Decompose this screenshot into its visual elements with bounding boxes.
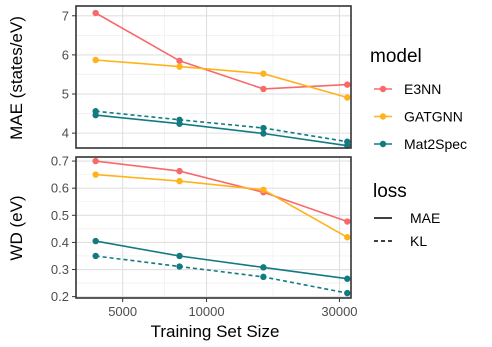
gatgnn-mae-point [176, 63, 183, 70]
y-tick-label: 0.7 [51, 154, 69, 169]
y-tick-label: 0.6 [51, 181, 69, 196]
x-tick-label: 30000 [321, 304, 357, 319]
panel-border [75, 5, 352, 149]
e3nn-mae-line [95, 160, 348, 223]
e3nn-mae-line [95, 12, 348, 90]
legend-label: KL [410, 233, 427, 249]
e3nn-mae-point [260, 85, 267, 93]
model-legend: model E3NN GATGNN Mat2Spec [370, 46, 467, 152]
y-tick-label: 6 [62, 47, 69, 62]
legend-label: GATGNN [404, 109, 463, 125]
gatgnn-mae-point [260, 70, 267, 77]
e3nn-mae-point [344, 81, 351, 88]
legend-title-model: model [370, 46, 422, 67]
mat2spec-kl-point [260, 124, 267, 132]
gatgnn-mae-line [95, 59, 348, 99]
gatgnn-mae-point [92, 56, 99, 64]
e3nn-mae-point [344, 218, 351, 225]
gatgnn-mae-point [92, 171, 99, 178]
gatgnn-mae-line [95, 173, 348, 238]
legend-key-point [379, 113, 387, 120]
mat2spec-kl-point [344, 138, 351, 145]
mat2spec-mae-point [176, 252, 183, 260]
y-tick-label: 0.3 [51, 262, 69, 277]
y-tick-label: 7 [62, 8, 69, 23]
gatgnn-mae-point [176, 177, 183, 185]
y-axis-label-wd: WD (eV) [7, 195, 26, 260]
legend-label: E3NN [404, 81, 441, 97]
x-axis-label: Training Set Size [151, 322, 280, 341]
y-tick-label: 5 [62, 87, 69, 102]
legend-key-point [379, 140, 387, 148]
e3nn-mae-point [176, 167, 183, 175]
panel-border [75, 156, 352, 299]
mat2spec-kl-point [176, 263, 183, 270]
mae-panel: 4 5 6 7 [62, 5, 352, 149]
e3nn-mae-point [92, 157, 99, 165]
x-tick-label: 10000 [188, 304, 224, 319]
e3nn-mae-point [176, 57, 183, 64]
y-tick-label: 0.2 [51, 289, 69, 304]
mat2spec-kl-point [344, 289, 351, 297]
mat2spec-mae-point [344, 275, 351, 282]
mat2spec-mae-point [92, 237, 99, 245]
mat2spec-kl-point [176, 116, 183, 124]
x-tick-label: 5000 [108, 304, 137, 319]
y-axis-label-mae: MAE (states/eV) [7, 16, 26, 140]
mat2spec-mae-point [260, 264, 267, 271]
e3nn-mae-point [92, 9, 99, 17]
legend-title-loss: loss [373, 181, 407, 202]
mat2spec-kl-line [95, 255, 348, 294]
y-tick-label: 0.4 [51, 235, 69, 250]
mat2spec-mae-line [95, 240, 348, 280]
legend-key-point [379, 85, 387, 93]
mat2spec-kl-point [260, 273, 267, 281]
mat2spec-mae-line [95, 114, 348, 147]
y-tick-label: 0.5 [51, 208, 69, 223]
mat2spec-kl-point [92, 108, 99, 115]
wd-panel: 0.2 0.3 0.4 0.5 0.6 0.7 5000 10000 30000 [51, 154, 358, 319]
gatgnn-mae-point [344, 94, 351, 101]
mat2spec-kl-line [95, 110, 348, 143]
legend-label: Mat2Spec [404, 136, 467, 152]
legend-label: MAE [410, 210, 440, 226]
mat2spec-mae-point [260, 130, 267, 137]
loss-legend: loss MAE KL [373, 181, 440, 249]
gatgnn-mae-point [260, 186, 267, 194]
gatgnn-mae-point [344, 234, 351, 241]
mat2spec-kl-point [92, 252, 99, 260]
y-tick-label: 4 [62, 126, 69, 141]
